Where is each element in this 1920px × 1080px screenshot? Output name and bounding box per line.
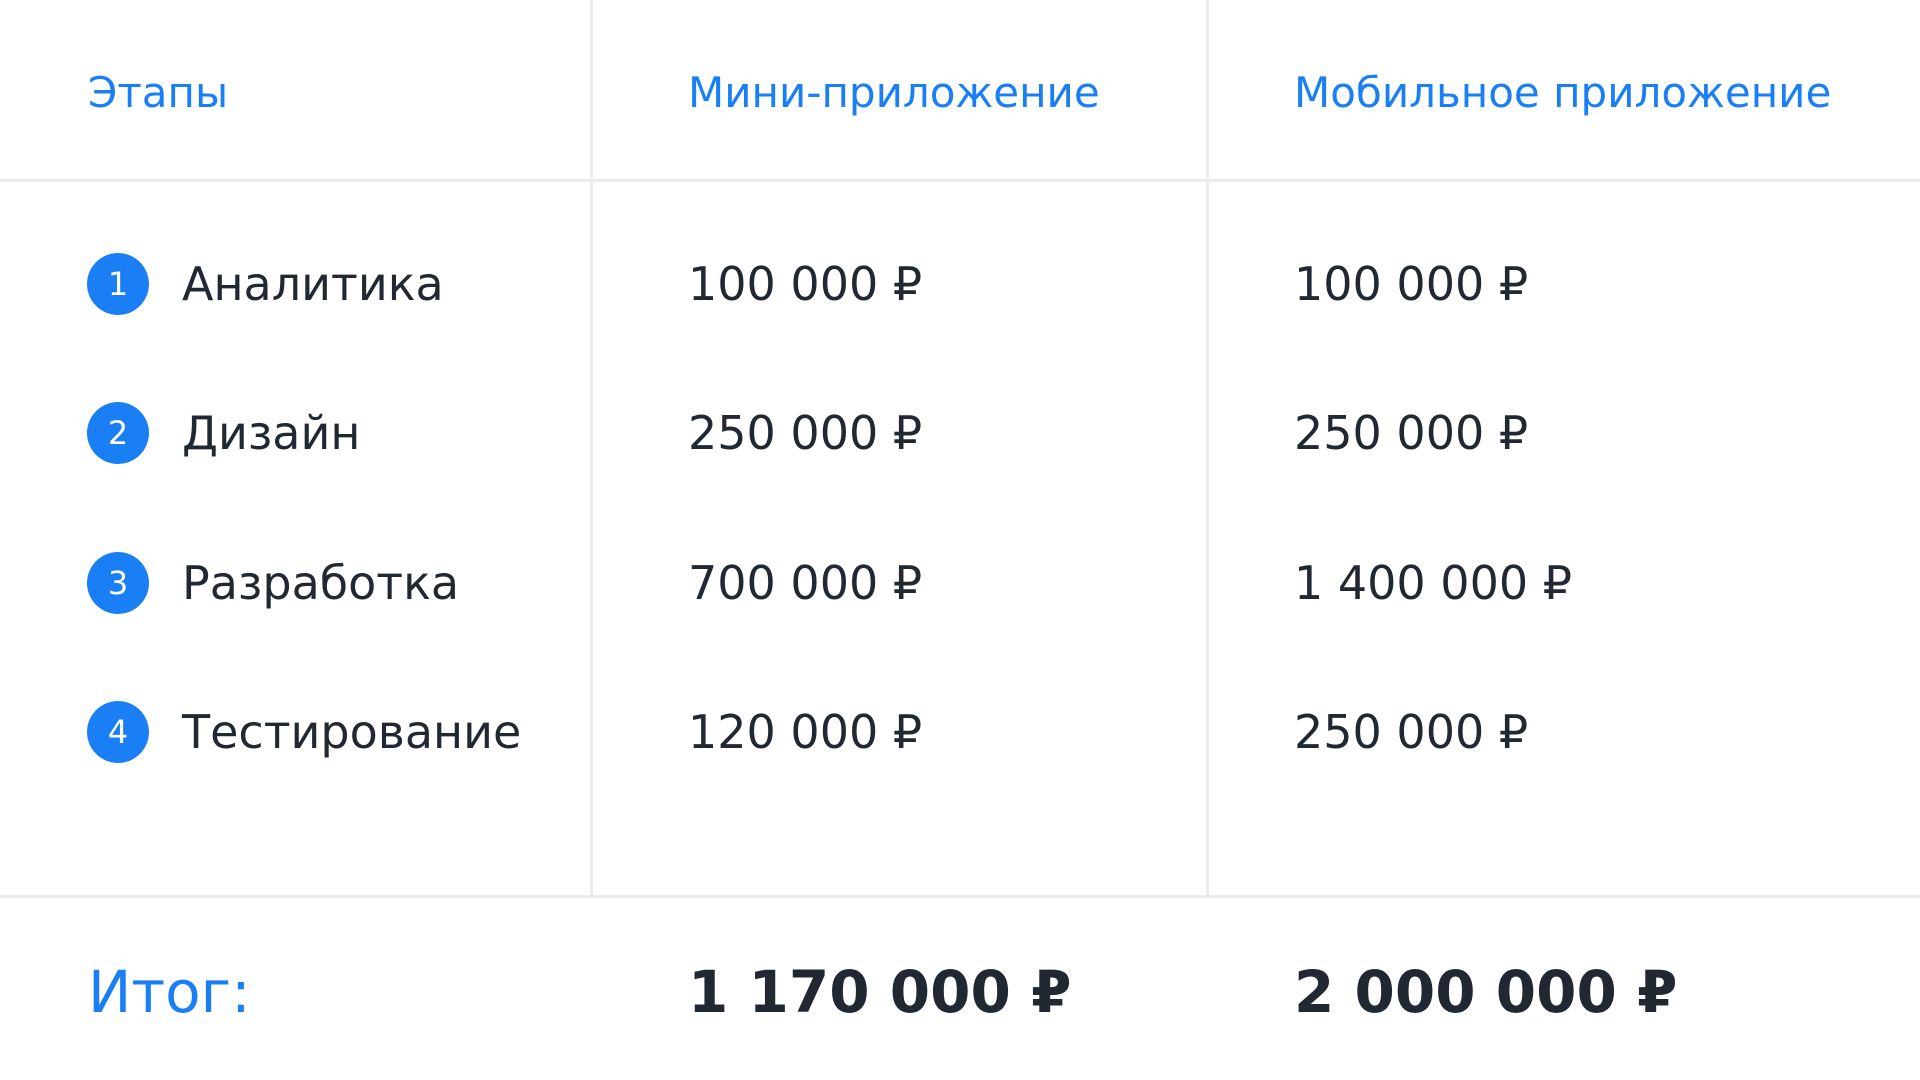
header-cell: Мобильное приложение bbox=[1294, 68, 1832, 117]
total-value: 2 000 000 ₽ bbox=[1294, 958, 1678, 1026]
stage-name: Тестирование bbox=[182, 705, 522, 759]
price: 100 000 ₽ bbox=[1294, 257, 1529, 311]
header-divider bbox=[0, 179, 1920, 182]
total-divider bbox=[0, 895, 1920, 898]
step-number: 2 bbox=[87, 402, 149, 464]
total-value: 1 170 000 ₽ bbox=[688, 958, 1072, 1026]
price: 700 000 ₽ bbox=[688, 556, 923, 610]
price: 250 000 ₽ bbox=[1294, 705, 1529, 759]
header-cell: Этапы bbox=[88, 68, 229, 117]
total-label: Итог: bbox=[88, 958, 251, 1026]
column-divider bbox=[590, 0, 593, 896]
stage-name: Дизайн bbox=[182, 406, 361, 460]
stage-name: Разработка bbox=[182, 556, 460, 610]
stage-name: Аналитика bbox=[182, 257, 444, 311]
column-divider bbox=[1206, 0, 1209, 896]
step-number: 3 bbox=[87, 552, 149, 614]
header-cell: Мини-приложение bbox=[688, 68, 1100, 117]
step-number: 4 bbox=[87, 701, 149, 763]
price: 250 000 ₽ bbox=[688, 406, 923, 460]
price: 1 400 000 ₽ bbox=[1294, 556, 1572, 610]
price: 100 000 ₽ bbox=[688, 257, 923, 311]
price: 250 000 ₽ bbox=[1294, 406, 1529, 460]
step-number: 1 bbox=[87, 253, 149, 315]
price: 120 000 ₽ bbox=[688, 705, 923, 759]
